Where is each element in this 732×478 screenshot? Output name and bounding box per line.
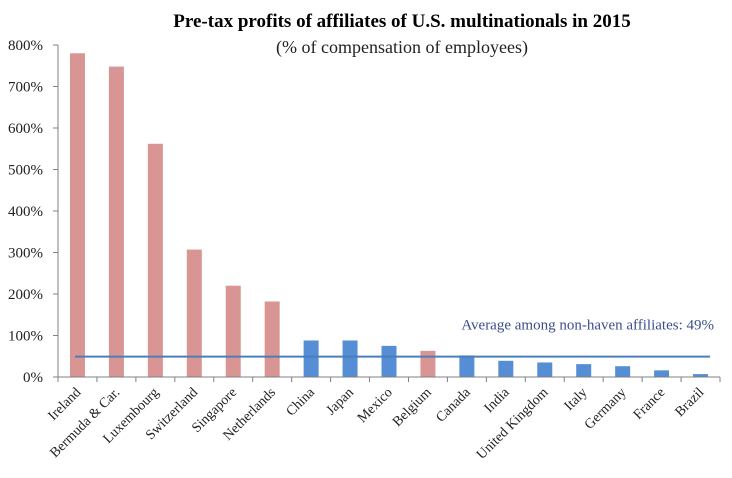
chart-subtitle: (% of compensation of employees) xyxy=(276,37,528,58)
bar-switzerland xyxy=(186,249,202,377)
x-tick-label: Italy xyxy=(562,385,591,414)
bar-canada xyxy=(459,355,475,377)
y-tick-label: 300% xyxy=(8,246,43,262)
y-axis: 0% 100% 200% 300% 400% 500% 600% 700% 800% xyxy=(8,38,59,386)
y-tick-label: 800% xyxy=(8,38,43,54)
reference-line-label: Average among non-haven affiliates: 49% xyxy=(461,318,714,334)
bar-ireland xyxy=(69,53,85,378)
y-tick-label: 600% xyxy=(8,121,43,137)
bar-singapore xyxy=(225,285,241,377)
y-tick-label: 500% xyxy=(8,163,43,179)
bar-bermuda-car- xyxy=(108,66,124,377)
y-tick-label: 100% xyxy=(8,329,43,345)
x-tick-label: Japan xyxy=(324,385,357,418)
chart-title: Pre-tax profits of affiliates of U.S. mu… xyxy=(173,11,630,32)
x-tick-label: France xyxy=(631,385,669,423)
x-tick-label: Germany xyxy=(582,385,629,432)
bar-france xyxy=(654,370,670,377)
x-tick-label: China xyxy=(284,385,319,420)
bar-brazil xyxy=(693,374,709,377)
bar-germany xyxy=(615,366,631,377)
bar-united-kingdom xyxy=(537,362,553,377)
y-tick-label: 0% xyxy=(23,370,43,386)
bar-netherlands xyxy=(264,301,280,377)
x-tick-label: Brazil xyxy=(673,385,708,420)
bar-luxembourg xyxy=(147,143,163,377)
bars xyxy=(69,53,709,378)
x-tick-label: Belgium xyxy=(390,385,435,430)
bar-mexico xyxy=(381,345,397,377)
bar-belgium xyxy=(420,350,436,377)
x-tick-label: Canada xyxy=(433,385,474,426)
bar-italy xyxy=(576,364,592,377)
y-tick-label: 700% xyxy=(8,80,43,96)
x-tick-label: United Kingdom xyxy=(474,385,552,463)
y-tick-label: 200% xyxy=(8,287,43,303)
reference-line-group: Average among non-haven affiliates: 49% xyxy=(75,318,714,358)
bar-china xyxy=(303,340,319,377)
x-tick-label: Bermuda & Car. xyxy=(47,385,123,461)
x-tick-label: India xyxy=(482,385,514,417)
bar-india xyxy=(498,360,514,377)
y-tick-label: 400% xyxy=(8,204,43,220)
bar-japan xyxy=(342,340,358,377)
